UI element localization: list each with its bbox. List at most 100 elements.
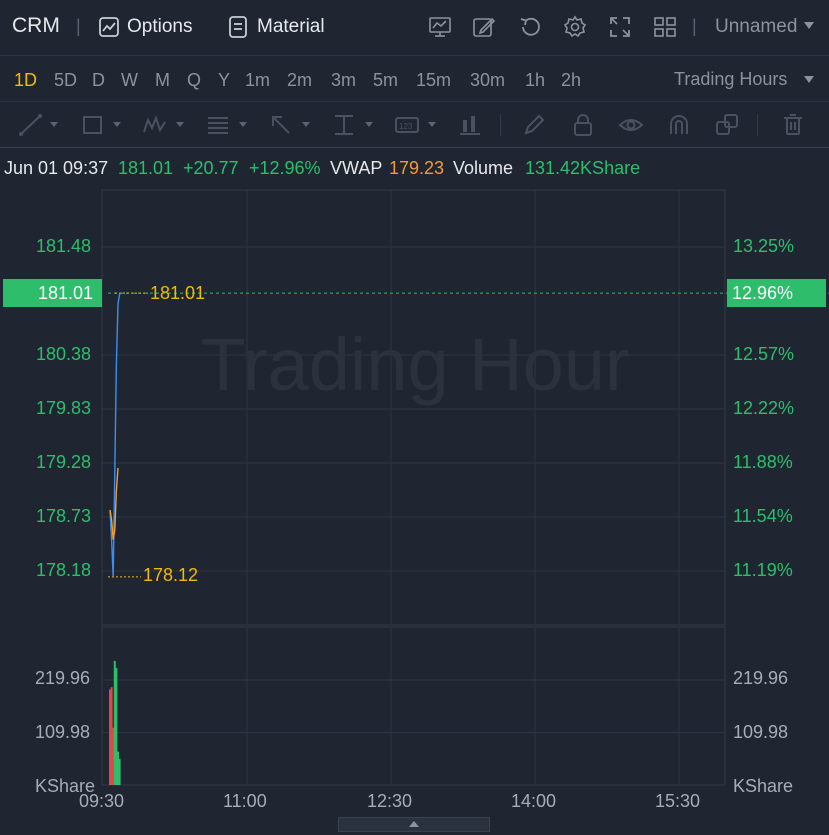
panel-collapse-handle[interactable]	[338, 817, 490, 832]
price-axis-tick: 181.48	[36, 236, 92, 256]
chevron-down-icon	[428, 122, 436, 127]
measure-tool-icon[interactable]	[331, 112, 357, 138]
tab-timeframe-15m[interactable]: 15m	[416, 70, 452, 90]
top-toolbar: CRM | Options Material | Unnamed	[0, 0, 829, 56]
quote-datetime: Jun 01 09:37	[4, 158, 109, 178]
settings-gear-icon[interactable]	[563, 15, 587, 39]
fibonacci-tool-icon[interactable]	[205, 112, 231, 138]
volume-axis-tick: 109.98	[35, 722, 91, 742]
trash-icon[interactable]	[780, 112, 806, 138]
tab-timeframe-y[interactable]: Y	[218, 70, 231, 90]
rectangle-tool-icon[interactable]	[80, 112, 106, 138]
vwap-value: 179.23	[389, 158, 445, 178]
quote-change: +20.77	[183, 158, 239, 178]
tab-timeframe-m[interactable]: M	[155, 70, 170, 90]
arrow-tool-icon[interactable]	[268, 112, 294, 138]
intraday-chart[interactable]: Trading Hour	[0, 185, 829, 835]
layout-grid-icon[interactable]	[653, 15, 677, 39]
tab-timeframe-3m[interactable]: 3m	[331, 70, 357, 90]
price-axis-tick: 179.28	[36, 452, 92, 472]
volume-bar	[112, 727, 115, 785]
volume-bar	[109, 689, 111, 785]
candle-tool-icon[interactable]	[457, 112, 483, 138]
symbol-title[interactable]: CRM	[12, 14, 60, 37]
time-axis-tick: 11:00	[223, 791, 267, 811]
volume-bar	[113, 660, 116, 785]
volume-axis-tick: 219.96	[733, 668, 789, 688]
tab-timeframe-d[interactable]: D	[92, 70, 105, 90]
time-axis-tick: 12:30	[367, 791, 413, 811]
drawing-toolbar: 123	[0, 102, 829, 148]
chevron-down-icon	[239, 122, 247, 127]
tab-timeframe-5m[interactable]: 5m	[373, 70, 399, 90]
tab-timeframe-2m[interactable]: 2m	[287, 70, 313, 90]
material-button[interactable]: Material	[228, 14, 338, 42]
toolbar-divider	[500, 114, 501, 136]
time-axis-tick: 09:30	[79, 791, 125, 811]
volume-value: 131.42KShare	[525, 158, 641, 178]
vwap-line-series	[109, 467, 119, 540]
low-price-marker: 178.12	[143, 565, 199, 585]
tab-timeframe-q[interactable]: Q	[187, 70, 202, 90]
current-price-tag-text: 181.01	[38, 283, 94, 303]
tab-timeframe-1d[interactable]: 1D	[14, 70, 38, 90]
price-pane-border	[101, 189, 726, 626]
tab-timeframe-1h[interactable]: 1h	[525, 70, 546, 90]
svg-text:123: 123	[399, 122, 413, 131]
volume-unit-label: KShare	[35, 776, 96, 796]
chevron-down-icon	[365, 122, 373, 127]
pattern-tool-icon[interactable]	[142, 112, 168, 138]
magnet-icon[interactable]	[666, 112, 692, 138]
price-axis-tick: 180.38	[36, 344, 92, 364]
chevron-down-icon	[804, 22, 814, 29]
chevron-down-icon	[302, 122, 310, 127]
refresh-icon[interactable]	[518, 15, 542, 39]
pct-axis-tick: 11.88%	[733, 452, 793, 472]
tab-timeframe-30m[interactable]: 30m	[470, 70, 506, 90]
volume-pane-border	[101, 626, 726, 786]
timeframe-bar: 1D 5D D W M Q Y 1m 2m 3m 5m 15m 30m 1h 2…	[0, 56, 829, 102]
pen-tool-icon[interactable]	[521, 112, 547, 138]
current-pct-tag: 12.96%	[727, 279, 826, 307]
chevron-up-icon	[409, 821, 419, 827]
lock-icon[interactable]	[570, 112, 596, 138]
tab-timeframe-w[interactable]: W	[121, 70, 138, 90]
pct-axis-tick: 12.57%	[733, 344, 795, 364]
vwap-label: VWAP	[330, 158, 383, 178]
options-label: Options	[127, 16, 193, 37]
chevron-down-icon	[804, 76, 814, 83]
material-label: Material	[257, 16, 325, 37]
chevron-down-icon	[113, 122, 121, 127]
fullscreen-icon[interactable]	[608, 15, 632, 39]
volume-bar	[117, 751, 119, 785]
time-axis-tick: 14:00	[511, 791, 557, 811]
layout-separator: |	[692, 16, 697, 36]
tab-timeframe-2h[interactable]: 2h	[561, 70, 582, 90]
quote-price: 181.01	[118, 158, 174, 178]
time-axis-tick: 15:30	[655, 791, 701, 811]
volume-unit-label: KShare	[733, 776, 794, 796]
tab-timeframe-1m[interactable]: 1m	[245, 70, 271, 90]
volume-axis-tick: 219.96	[35, 668, 91, 688]
price-label-tool-icon[interactable]: 123	[394, 112, 420, 138]
toolbar-divider	[757, 114, 758, 136]
options-button[interactable]: Options	[98, 14, 208, 42]
layout-name-dropdown[interactable]: Unnamed	[715, 16, 798, 37]
document-icon	[228, 16, 248, 38]
watermark-text: Trading Hour	[200, 323, 629, 406]
volume-label: Volume	[453, 158, 514, 178]
clone-icon[interactable]	[714, 112, 740, 138]
price-axis-tick: 178.18	[36, 560, 92, 580]
tab-timeframe-5d[interactable]: 5D	[54, 70, 78, 90]
edit-icon[interactable]	[472, 15, 496, 39]
quote-info-bar: Jun 01 09:37 181.01 +20.77 +12.96% VWAP …	[0, 152, 829, 184]
session-dropdown[interactable]: Trading Hours	[674, 69, 788, 89]
eye-icon[interactable]	[618, 112, 644, 138]
volume-axis-tick: 109.98	[733, 722, 789, 742]
trendline-tool-icon[interactable]	[18, 112, 44, 138]
title-separator: |	[76, 16, 81, 36]
pct-axis-tick: 11.54%	[733, 506, 793, 526]
price-axis-tick: 179.83	[36, 398, 92, 418]
pct-axis-tick: 13.25%	[733, 236, 795, 256]
indicators-icon[interactable]	[428, 15, 452, 39]
